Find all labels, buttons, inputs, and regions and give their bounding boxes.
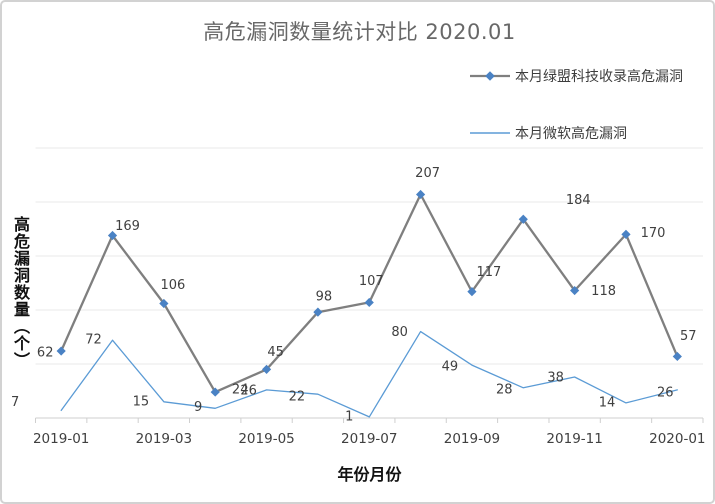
y-axis-title: 高危漏洞数量（个）	[11, 216, 30, 369]
data-point-marker	[570, 285, 580, 296]
data-label: 26	[240, 383, 257, 398]
x-tick-label: 2019-01	[33, 431, 89, 447]
data-label: 14	[599, 395, 616, 410]
data-label: 7	[11, 395, 19, 410]
data-point-marker	[621, 229, 631, 239]
data-label: 57	[680, 329, 697, 344]
legend-item-nsfocus: 本月绿盟科技收录高危漏洞	[470, 66, 683, 86]
data-label: 169	[115, 219, 140, 234]
x-tick-label: 2019-03	[136, 431, 192, 447]
data-label: 49	[442, 360, 459, 375]
data-label: 98	[316, 290, 333, 305]
x-axis-title: 年份月份	[337, 465, 402, 484]
data-label: 24	[232, 383, 249, 398]
legend-line-icon	[470, 132, 510, 134]
data-label: 118	[591, 284, 616, 299]
data-point-marker	[672, 351, 682, 362]
data-label: 207	[415, 166, 440, 181]
legend-item-microsoft: 本月微软高危漏洞	[470, 123, 627, 143]
legend-label: 本月绿盟科技收录高危漏洞	[515, 69, 683, 85]
data-label: 9	[194, 400, 202, 415]
data-point-marker	[364, 297, 374, 308]
data-point-marker	[159, 298, 169, 309]
data-label: 38	[547, 371, 564, 386]
data-point-marker	[518, 214, 528, 224]
data-point-marker	[56, 346, 66, 356]
data-point-marker	[210, 387, 220, 397]
data-label: 62	[37, 346, 54, 361]
data-point-marker	[313, 307, 323, 317]
x-tick-label: 2019-11	[546, 431, 602, 447]
data-label: 107	[359, 274, 384, 289]
data-label: 184	[566, 193, 591, 208]
legend-label: 本月微软高危漏洞	[515, 126, 627, 142]
series-line-nsfocus	[60, 193, 679, 394]
data-label: 72	[85, 333, 102, 348]
series-line-microsoft	[60, 330, 678, 418]
data-label: 170	[641, 226, 666, 241]
data-point-marker	[467, 287, 477, 297]
legend-line-diamond-icon	[470, 71, 510, 81]
data-label: 26	[657, 385, 674, 400]
data-point-marker	[415, 189, 426, 200]
data-point-marker	[261, 364, 272, 374]
data-label: 117	[476, 265, 501, 280]
x-tick-label: 2019-05	[238, 431, 294, 447]
data-label: 22	[289, 390, 306, 405]
data-label: 45	[267, 345, 284, 360]
x-tick-label: 2019-07	[341, 431, 397, 447]
x-tick-label: 2020-01	[649, 431, 705, 447]
chart-title: 高危漏洞数量统计对比 2020.01	[203, 20, 516, 44]
data-label: 15	[133, 394, 150, 409]
data-label: 80	[391, 325, 408, 340]
data-label: 106	[160, 278, 185, 293]
data-point-marker	[107, 230, 118, 241]
data-label: 1	[345, 409, 353, 424]
data-label: 28	[496, 382, 513, 397]
x-tick-label: 2019-09	[444, 431, 500, 447]
